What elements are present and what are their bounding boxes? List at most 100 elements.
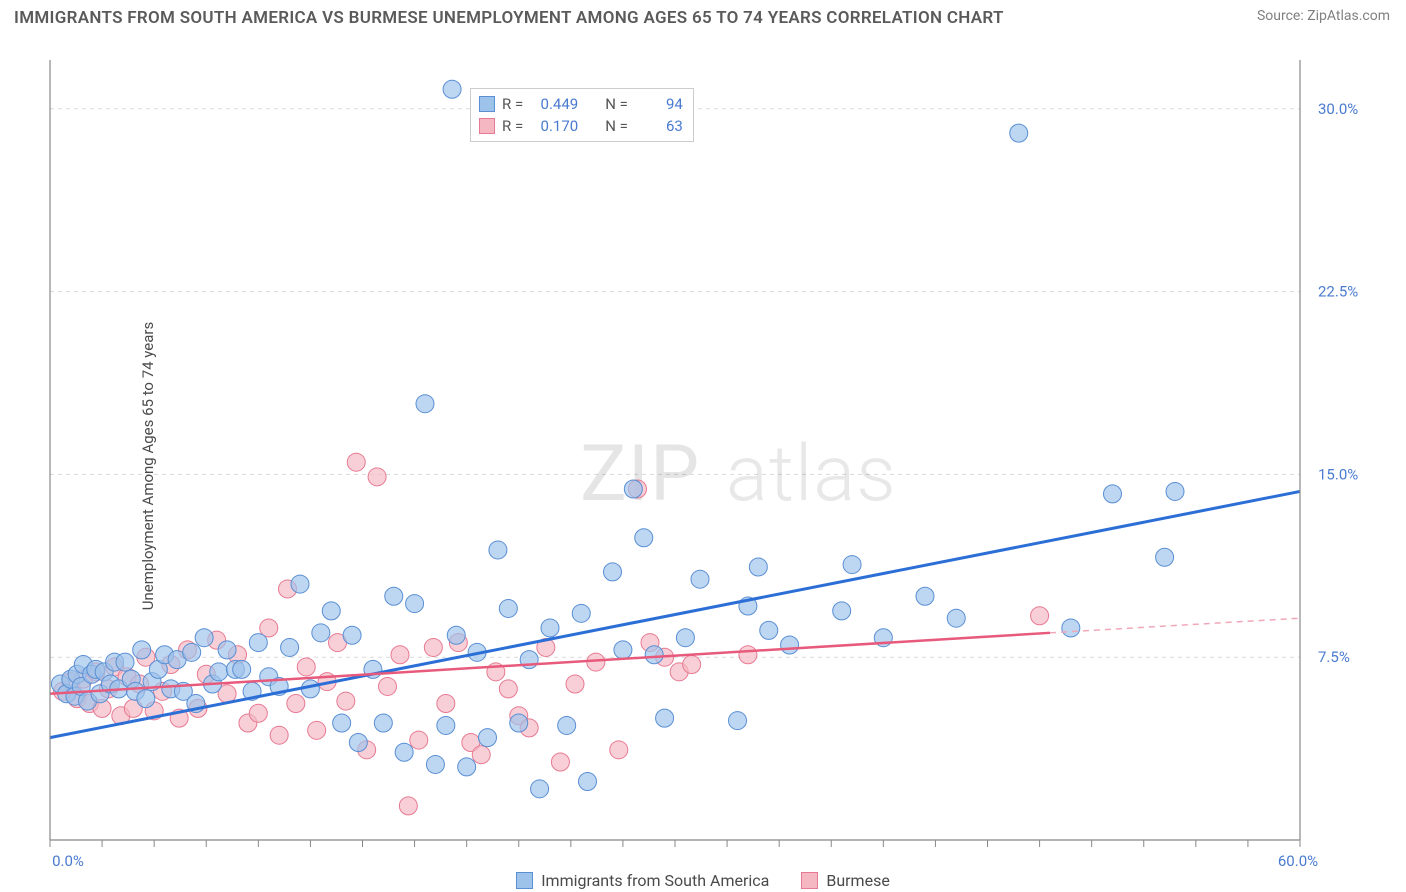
data-point [947, 609, 965, 627]
data-point [437, 695, 455, 713]
data-point [281, 638, 299, 656]
scatter-chart: 7.5% 15.0% 22.5% 30.0% ZIPatlas 0.0% 60.0% [0, 40, 1406, 892]
data-point [333, 714, 351, 732]
data-point [489, 541, 507, 559]
data-point [1156, 548, 1174, 566]
data-point [443, 80, 461, 98]
data-point [426, 755, 444, 773]
data-point [385, 587, 403, 605]
x-tick-label: 60.0% [1278, 852, 1318, 870]
y-tick-label: 30.0% [1318, 100, 1358, 118]
data-point [572, 604, 590, 622]
data-point [624, 480, 642, 498]
legend-r-label: R = [501, 117, 524, 135]
legend-n-value: 94 [635, 95, 683, 113]
legend-r-label: R = [501, 95, 524, 113]
legend-label: Burmese [826, 871, 889, 890]
data-point [424, 638, 442, 656]
data-point [410, 731, 428, 749]
data-point [195, 629, 213, 647]
data-point [760, 621, 778, 639]
source-attribution: Source: ZipAtlas.com [1257, 8, 1390, 24]
legend-r-value: 0.449 [530, 95, 578, 113]
data-point [1104, 485, 1122, 503]
correlation-legend: R = 0.449 N = 94 R =0.170N =63 [470, 88, 694, 142]
x-tick-label: 0.0% [52, 852, 84, 870]
header: IMMIGRANTS FROM SOUTH AMERICA VS BURMESE… [0, 0, 1406, 40]
legend-row: R = 0.449 N = 94 [479, 93, 683, 115]
data-point [395, 743, 413, 761]
y-axis-label: Unemployment Among Ages 65 to 74 years [139, 322, 157, 610]
data-point [566, 675, 584, 693]
data-point [374, 714, 392, 732]
data-point [458, 758, 476, 776]
data-point [558, 716, 576, 734]
data-point [447, 626, 465, 644]
data-point [349, 734, 367, 752]
source-link[interactable]: ZipAtlas.com [1307, 8, 1390, 24]
data-point [1031, 607, 1049, 625]
legend-swatch [479, 118, 495, 134]
data-point [749, 558, 767, 576]
legend-label: Immigrants from South America [541, 871, 769, 890]
y-tick-label: 22.5% [1318, 283, 1358, 301]
legend-row: R =0.170N =63 [479, 115, 683, 137]
data-point [287, 695, 305, 713]
data-point [437, 716, 455, 734]
data-point [210, 663, 228, 681]
series-legend: Immigrants from South America Burmese [0, 871, 1406, 890]
data-point [610, 741, 628, 759]
data-point [416, 395, 434, 413]
legend-item: Immigrants from South America [516, 871, 769, 890]
svg-text:ZIP: ZIP [580, 429, 700, 520]
data-point [645, 646, 663, 664]
data-point [391, 646, 409, 664]
legend-swatch [479, 96, 495, 112]
data-point [343, 626, 361, 644]
data-point [1010, 124, 1028, 142]
data-point [379, 677, 397, 695]
data-point [579, 773, 597, 791]
data-point [551, 753, 569, 771]
data-point [183, 643, 201, 661]
data-point [833, 602, 851, 620]
data-point [137, 690, 155, 708]
legend-n-label: N = [604, 95, 629, 113]
data-point [916, 587, 934, 605]
data-point [691, 570, 709, 588]
trendline-burmese-extrapolated [1050, 618, 1300, 633]
data-point [116, 653, 134, 671]
data-point [322, 602, 340, 620]
data-point [479, 729, 497, 747]
data-point [843, 556, 861, 574]
data-point [312, 624, 330, 642]
data-point [399, 797, 417, 815]
data-point [604, 563, 622, 581]
data-point [781, 636, 799, 654]
data-point [308, 721, 326, 739]
data-point [368, 468, 386, 486]
data-point [683, 656, 701, 674]
y-tick-label: 15.0% [1318, 465, 1358, 483]
chart-title: IMMIGRANTS FROM SOUTH AMERICA VS BURMESE… [14, 8, 1004, 28]
data-point [635, 529, 653, 547]
y-tick-label: 7.5% [1318, 648, 1350, 666]
legend-n-value: 63 [635, 117, 683, 135]
data-point [297, 658, 315, 676]
data-point [133, 641, 151, 659]
data-point [499, 680, 517, 698]
data-point [499, 599, 517, 617]
data-point [656, 709, 674, 727]
legend-swatch [516, 872, 533, 889]
chart-area: Unemployment Among Ages 65 to 74 years 7… [0, 40, 1406, 892]
data-point [291, 575, 309, 593]
data-point [218, 641, 236, 659]
data-point [406, 595, 424, 613]
data-point [233, 660, 251, 678]
watermark: ZIPatlas [580, 429, 897, 520]
legend-swatch [801, 872, 818, 889]
trendline-south-america [50, 491, 1300, 737]
data-point [249, 704, 267, 722]
data-point [472, 746, 490, 764]
legend-item: Burmese [801, 871, 889, 890]
